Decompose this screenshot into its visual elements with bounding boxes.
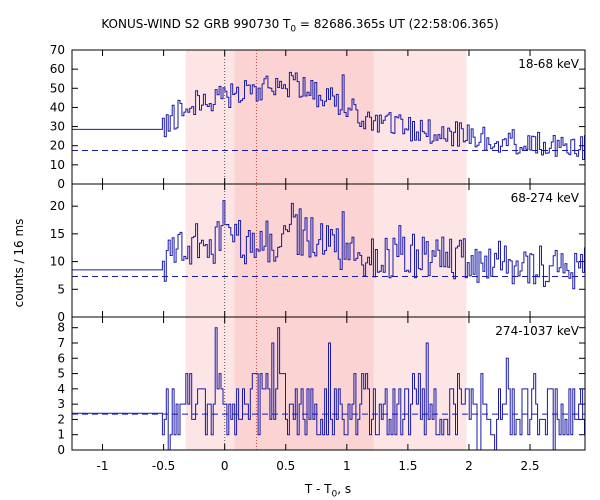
y-tick-label: 0: [57, 177, 65, 191]
energy-band-label: 68-274 keV: [511, 191, 580, 205]
y-tick-label: 30: [50, 120, 65, 134]
x-axis-label: T - T0, s: [304, 482, 352, 500]
y-tick-label: 40: [50, 100, 65, 114]
y-tick-label: 70: [50, 43, 65, 57]
x-tick-label: -1: [97, 459, 109, 473]
chart-title: KONUS-WIND S2 GRB 990730 T0 = 82686.365s…: [101, 17, 499, 35]
y-tick-label: 4: [57, 382, 65, 396]
y-axis-label: counts / 16 ms: [12, 218, 26, 308]
y-tick-label: 8: [57, 321, 65, 335]
x-tick-label: 2.5: [520, 459, 539, 473]
y-tick-label: 6: [57, 351, 65, 365]
x-tick-label: 0: [221, 459, 229, 473]
y-tick-label: 2: [57, 412, 65, 426]
x-tick-label: 1.5: [398, 459, 417, 473]
x-tick-label: 1: [343, 459, 351, 473]
y-tick-label: 60: [50, 62, 65, 76]
y-tick-label: 0: [57, 310, 65, 324]
energy-band-label: 18-68 keV: [518, 57, 580, 71]
shaded-interval-2: [234, 50, 374, 450]
panel-frame-3: [71, 316, 586, 451]
y-tick-label: 20: [50, 199, 65, 213]
x-tick-label: -0.5: [152, 459, 175, 473]
light-curve-2: [72, 200, 585, 290]
y-tick-label: 15: [50, 227, 65, 241]
y-tick-label: 5: [57, 282, 65, 296]
y-tick-label: 20: [50, 139, 65, 153]
y-tick-label: 5: [57, 367, 65, 381]
x-tick-label: 2: [465, 459, 473, 473]
y-tick-label: 0: [57, 443, 65, 457]
y-tick-label: 10: [50, 255, 65, 269]
y-tick-label: 50: [50, 81, 65, 95]
x-tick-label: 0.5: [276, 459, 295, 473]
y-tick-label: 7: [57, 336, 65, 350]
y-tick-label: 1: [57, 428, 65, 442]
light-curve-1: [72, 71, 585, 160]
y-tick-label: 3: [57, 397, 65, 411]
energy-band-label: 274-1037 keV: [495, 324, 579, 338]
y-tick-label: 10: [50, 158, 65, 172]
light-curve-3: [72, 327, 585, 451]
